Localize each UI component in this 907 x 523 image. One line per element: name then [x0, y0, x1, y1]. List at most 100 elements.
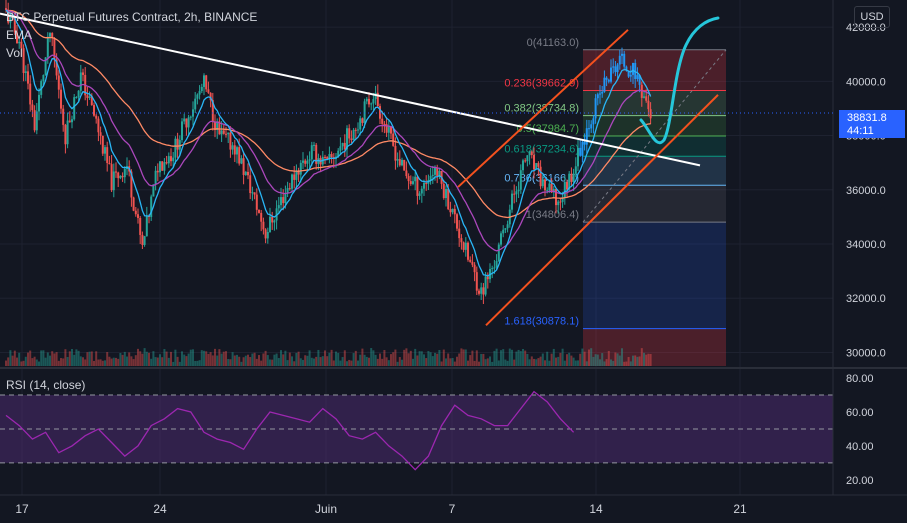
- candle-body: [365, 98, 368, 102]
- volume-bar: [170, 351, 172, 366]
- volume-bar: [227, 358, 230, 366]
- volume-bar: [205, 351, 208, 366]
- time-axis-tick: 17: [15, 502, 29, 516]
- volume-bar: [550, 353, 553, 366]
- volume-bar: [627, 357, 630, 366]
- volume-bar: [469, 355, 472, 366]
- rsi-indicator-label[interactable]: RSI (14, close): [6, 378, 86, 392]
- candle-body: [9, 16, 12, 23]
- fib-zone: [583, 185, 726, 223]
- candle-body: [429, 175, 432, 180]
- candle-body: [60, 89, 62, 109]
- volume-bar: [99, 359, 102, 366]
- candle-body: [616, 64, 619, 73]
- volume-bar: [288, 352, 291, 366]
- candle-body: [55, 59, 58, 76]
- candle-body: [458, 228, 461, 239]
- volume-bar: [29, 350, 32, 366]
- volume-bar: [209, 352, 212, 366]
- volume-bar: [429, 352, 432, 366]
- candle-body: [550, 183, 553, 193]
- volume-bar: [174, 349, 177, 366]
- candle-body: [64, 124, 67, 145]
- candle-body: [570, 173, 573, 182]
- candle-body: [361, 118, 364, 123]
- candle-body: [563, 181, 566, 198]
- volume-bar: [464, 349, 467, 366]
- volume-bar: [434, 352, 436, 366]
- ema-mid-line: [5, 9, 652, 252]
- volume-bar: [231, 352, 234, 366]
- volume-bar: [258, 355, 260, 366]
- candle-body: [183, 118, 186, 122]
- candle-body: [359, 118, 362, 130]
- candle-body: [33, 110, 36, 131]
- candle-body: [601, 91, 604, 94]
- candle-body: [286, 188, 289, 194]
- candle-body: [192, 109, 194, 117]
- volume-bar: [632, 355, 634, 366]
- candle-body: [62, 108, 65, 125]
- fib-zone: [583, 222, 726, 329]
- candle-body: [385, 124, 388, 133]
- volume-bar: [291, 356, 293, 366]
- candle-body: [649, 109, 652, 119]
- fib-zone: [583, 90, 726, 116]
- volume-bar: [255, 358, 258, 366]
- candle-body: [324, 156, 326, 158]
- candle-body: [354, 129, 357, 131]
- volume-bar: [500, 350, 502, 366]
- volume-bar: [242, 357, 245, 366]
- candle-body: [233, 145, 236, 155]
- volume-bar: [128, 352, 131, 366]
- candle-body: [288, 188, 291, 190]
- volume-bar: [607, 350, 610, 366]
- volume-bar: [22, 360, 25, 366]
- volume-bar: [517, 349, 520, 366]
- volume-bar: [200, 350, 203, 366]
- volume-bar: [447, 353, 450, 366]
- ema-indicator-label[interactable]: EMA: [6, 28, 33, 42]
- candle-body: [387, 126, 390, 133]
- volume-bar: [264, 350, 267, 366]
- volume-bar: [478, 361, 480, 366]
- volume-bar: [299, 358, 302, 366]
- candle-body: [266, 231, 269, 239]
- volume-bar: [68, 351, 71, 366]
- volume-bar: [475, 350, 478, 366]
- volume-bar: [106, 352, 109, 366]
- volume-bar: [495, 348, 498, 366]
- candle-body: [475, 272, 478, 291]
- candle-body: [231, 145, 234, 150]
- candle-body: [216, 121, 219, 130]
- candle-body: [280, 197, 282, 206]
- volume-bar: [519, 351, 522, 366]
- currency-button[interactable]: USD: [854, 6, 890, 28]
- candle-body: [548, 183, 551, 191]
- candle-body: [425, 183, 428, 185]
- candle-body: [645, 96, 648, 101]
- volume-bar: [431, 356, 434, 366]
- candle-body: [240, 158, 243, 164]
- volume-bar: [317, 349, 320, 366]
- volume-bar: [570, 355, 573, 366]
- candle-body: [176, 138, 179, 150]
- candle-body: [546, 190, 549, 192]
- candle-body: [284, 193, 287, 204]
- volume-indicator-label[interactable]: Vol: [6, 46, 23, 60]
- volume-bar: [16, 357, 18, 366]
- volume-bar: [77, 350, 80, 366]
- candle-body: [469, 259, 472, 262]
- candle-body: [478, 290, 480, 294]
- candle-body: [594, 98, 597, 119]
- candle-body: [634, 62, 637, 79]
- volume-bar: [568, 352, 571, 366]
- candle-body: [156, 170, 159, 173]
- volume-bar: [412, 358, 414, 366]
- volume-bar: [376, 358, 379, 366]
- candle-body: [418, 193, 421, 196]
- volume-bar: [84, 359, 87, 366]
- candle-body: [150, 196, 153, 218]
- candle-body: [610, 67, 612, 82]
